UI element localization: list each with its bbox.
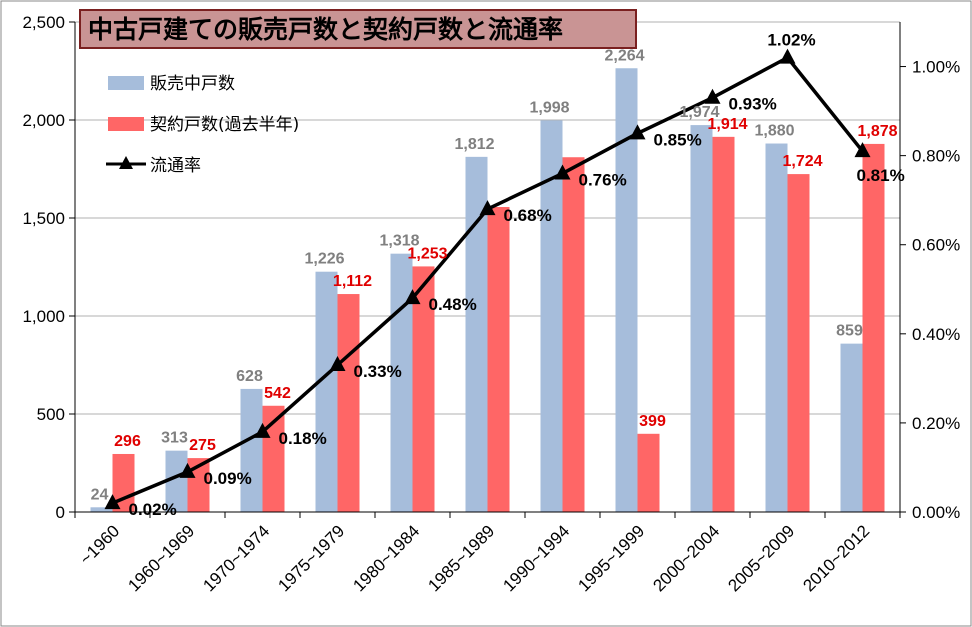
rate-label: 0.18% <box>279 429 327 448</box>
bar-listed-label: 1,974 <box>679 104 719 121</box>
bar-listed <box>165 450 188 512</box>
legend: 販売中戸数 契約戸数(過去半年) 流通率 <box>106 74 299 176</box>
legend-label-contracted: 契約戸数(過去半年) <box>150 115 299 135</box>
rate-label: 0.85% <box>654 130 702 149</box>
rate-marker <box>179 462 196 478</box>
bar-contracted-label: 275 <box>189 437 216 454</box>
rate-marker <box>479 200 496 216</box>
bar-listed-label: 1,812 <box>454 136 494 153</box>
rate-label: 0.02% <box>129 500 177 519</box>
y-left-tick-label: 2,500 <box>22 13 65 32</box>
rate-marker <box>404 289 421 305</box>
bar-contracted <box>412 266 435 512</box>
bar-contracted <box>262 405 285 512</box>
bar-contracted-label: 1,878 <box>857 123 897 140</box>
rate-label: 0.48% <box>429 295 477 314</box>
bars <box>90 68 885 513</box>
legend-label-rate: 流通率 <box>150 156 201 176</box>
bar-contracted <box>712 136 735 512</box>
bar-listed-label: 859 <box>836 323 863 340</box>
rate-label: 0.09% <box>204 469 252 488</box>
bar-contracted <box>787 174 810 512</box>
bar-listed-label: 1,226 <box>304 251 344 268</box>
bar-listed-label: 313 <box>161 430 188 447</box>
legend-swatch-listed <box>108 76 144 90</box>
rate-label: 0.93% <box>729 95 777 114</box>
y-right-tick-label: 0.80% <box>912 147 960 166</box>
rate-marker <box>629 124 646 140</box>
rate-marker <box>329 356 346 371</box>
bar-contracted-label: 1,112 <box>333 273 372 290</box>
bar-listed <box>390 253 413 512</box>
rate-marker <box>779 48 796 64</box>
legend-label-listed: 販売中戸数 <box>150 74 235 94</box>
legend-marker-rate <box>119 156 133 169</box>
rate-line <box>104 48 871 510</box>
bar-contracted <box>187 458 210 512</box>
legend-swatch-contracted <box>108 117 144 131</box>
bar-contracted <box>487 207 510 513</box>
rate-marker <box>554 164 571 180</box>
bar-listed-label: 1,318 <box>379 233 419 250</box>
y-right-tick-label: 1.00% <box>912 58 960 77</box>
bar-contracted-label: 542 <box>264 385 291 402</box>
bar-contracted-label: 1,724 <box>782 153 822 170</box>
bar-listed-label: 24 <box>91 486 109 503</box>
bar-listed <box>240 388 263 512</box>
y-left-tick-label: 1,000 <box>22 307 65 326</box>
y-right-tick-label: 0.40% <box>912 325 960 344</box>
bar-listed <box>690 125 713 512</box>
rate-label: 0.68% <box>504 206 552 225</box>
rate-marker <box>254 422 271 438</box>
bar-listed <box>840 343 863 512</box>
bar-listed <box>465 156 488 512</box>
chart-title: 中古戸建ての販売戸数と契約戸数と流通率 <box>88 15 563 44</box>
rate-marker <box>704 88 721 104</box>
y-left-tick-label: 0 <box>56 503 65 522</box>
bar-contracted <box>562 157 585 513</box>
bar-contracted <box>337 294 360 512</box>
y-left-tick-label: 2,000 <box>22 111 65 130</box>
bar-contracted <box>637 433 660 512</box>
rate-label: 0.33% <box>354 362 402 381</box>
rate-marker <box>854 142 871 158</box>
bar-listed <box>315 271 338 512</box>
bar-listed-label: 628 <box>236 368 263 385</box>
y-right-tick-label: 0.20% <box>912 414 960 433</box>
bar-listed-label: 1,998 <box>529 99 569 116</box>
bar-contracted-label: 1,253 <box>407 245 447 262</box>
rate-label: 0.81% <box>857 166 905 185</box>
bar-listed <box>540 120 563 512</box>
y-left-tick-label: 1,500 <box>22 209 65 228</box>
rate-label: 1.02% <box>767 31 815 50</box>
bar-contracted-label: 1,914 <box>707 116 747 133</box>
rate-label: 0.76% <box>579 170 627 189</box>
y-right-tick-label: 0.00% <box>912 503 960 522</box>
y-right-tick-label: 0.60% <box>912 236 960 255</box>
bar-listed-label: 2,264 <box>604 47 644 64</box>
rate-marker <box>104 494 121 510</box>
bar-listed <box>90 507 113 512</box>
bar-contracted-label: 296 <box>114 433 141 450</box>
title-box <box>79 9 637 49</box>
bar-contracted <box>862 143 885 513</box>
bar-listed <box>615 68 638 513</box>
bar-contracted-label: 399 <box>639 413 666 430</box>
y-left-tick-label: 500 <box>37 405 65 424</box>
bar-listed <box>765 143 788 512</box>
bar-listed-label: 1,880 <box>754 123 794 140</box>
